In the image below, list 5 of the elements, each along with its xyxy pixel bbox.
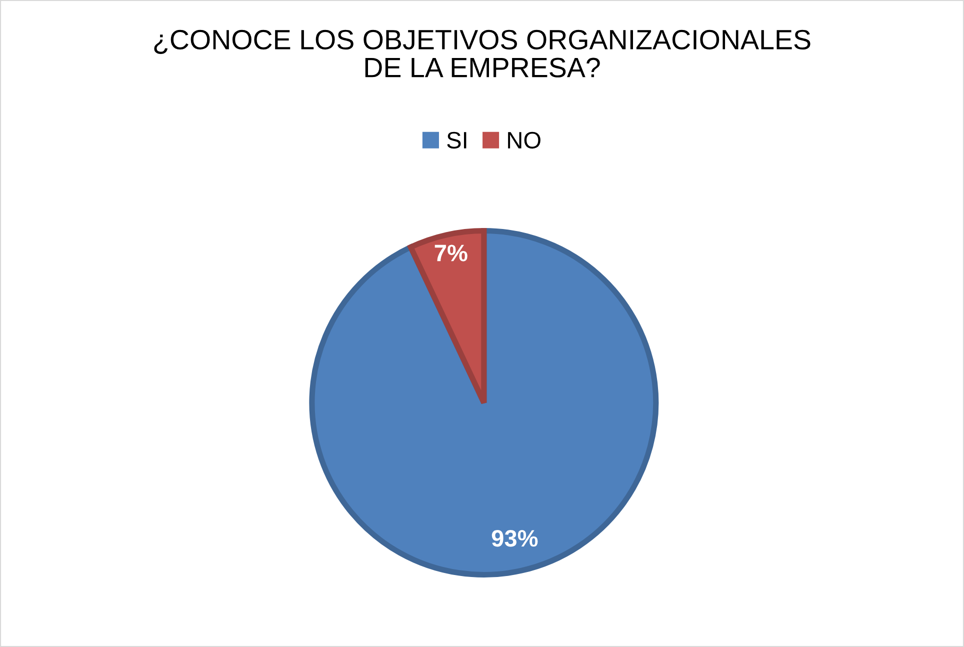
chart-title: ¿CONOCE LOS OBJETIVOS ORGANIZACIONALES DE LA EMPRESA?	[154, 30, 810, 78]
data-label: 7%	[434, 244, 468, 262]
legend-label: SI	[447, 132, 466, 149]
legend-label: NO	[508, 132, 540, 149]
data-label: 93%	[492, 530, 538, 547]
